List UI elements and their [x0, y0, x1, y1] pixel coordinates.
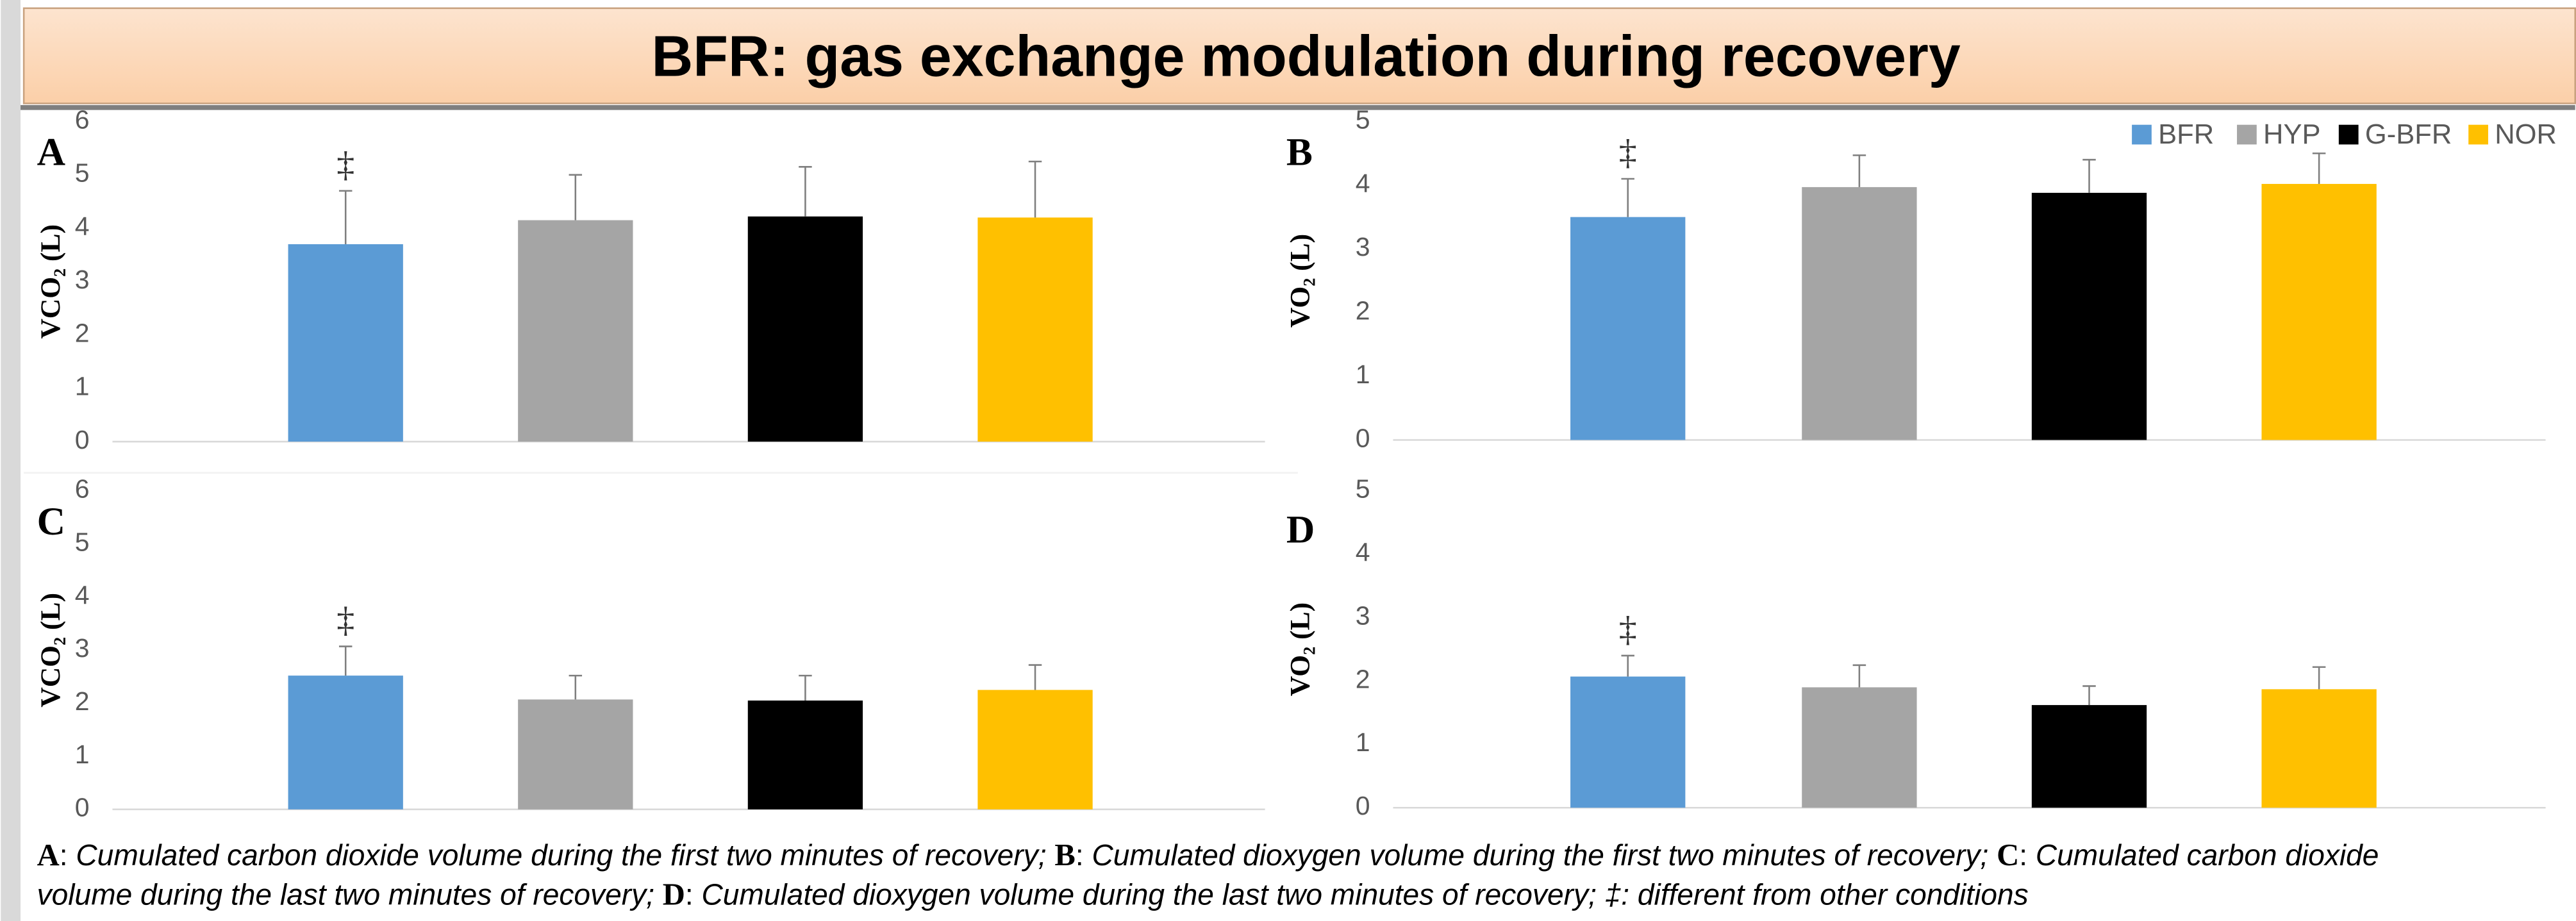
bar	[288, 676, 403, 809]
caption-segment: B	[1054, 838, 1075, 872]
y-tick-label: 0	[1356, 423, 1370, 452]
y-tick-label: 4	[1356, 538, 1370, 567]
y-tick-label: 0	[1356, 791, 1370, 820]
caption-segment: Cumulated carbon dioxide volume during t…	[76, 838, 1054, 872]
caption-segment: Cumulated dioxygen volume during the fir…	[1092, 838, 1997, 872]
y-tick-label: 1	[75, 740, 90, 769]
caption-segment: :	[2019, 838, 2036, 872]
y-axis-label: VO₂ (L)	[1285, 602, 1316, 696]
bar	[518, 220, 633, 442]
bar	[2261, 183, 2377, 440]
bar	[1802, 187, 1917, 440]
y-tick-label: 2	[1356, 296, 1370, 326]
legend-swatch	[2338, 124, 2359, 145]
caption-segment: volume during the last two minutes of re…	[37, 877, 663, 911]
legend-swatch	[2468, 124, 2488, 145]
y-tick-label: 3	[1356, 232, 1370, 261]
panel-letter: A	[37, 130, 65, 174]
y-axis-label: VO₂ (L)	[1285, 234, 1316, 328]
y-tick-label: 5	[1356, 104, 1370, 134]
significance-mark: ‡	[337, 145, 354, 185]
bar	[1802, 687, 1917, 808]
legend: BFR HYP G-BFR NOR	[2132, 119, 2557, 150]
legend-label: G-BFR	[2365, 119, 2452, 150]
legend-label: HYP	[2263, 119, 2321, 150]
panel-letter: C	[37, 500, 65, 543]
bar	[747, 216, 863, 442]
y-tick-label: 3	[75, 633, 90, 663]
y-tick-label: 2	[75, 318, 90, 347]
title-bar	[22, 7, 2576, 104]
y-tick-label: 2	[1356, 664, 1370, 693]
chart: B VO₂ (L) 0 1 2 3 4 5 ‡	[1285, 104, 2546, 452]
bar	[2031, 192, 2147, 440]
y-tick-label: 2	[75, 686, 90, 716]
y-tick-label: 3	[75, 265, 90, 294]
bar	[2031, 705, 2147, 808]
legend-swatch	[2237, 124, 2257, 145]
caption: A: Cumulated carbon dioxide volume durin…	[37, 838, 2379, 911]
y-tick-label: 6	[75, 104, 90, 134]
title-shadow	[21, 104, 2575, 110]
bar	[1570, 676, 1686, 808]
bar	[977, 217, 1093, 442]
y-tick-label: 0	[75, 793, 90, 822]
chart: D VO₂ (L) 0 1 2 3 4 5 ‡	[1285, 474, 2546, 820]
bar	[747, 701, 863, 809]
bar	[288, 244, 403, 442]
chart: A VCO₂ (L) 0 1 2 3 4 5 6 ‡	[35, 104, 1265, 454]
caption-segment: C	[1997, 838, 2019, 872]
significance-mark: ‡	[1619, 133, 1637, 172]
caption-segment: A	[37, 838, 60, 872]
y-tick-label: 5	[1356, 474, 1370, 504]
panel-letter: B	[1286, 130, 1313, 174]
y-tick-label: 6	[75, 474, 90, 504]
caption-segment: :	[685, 877, 702, 911]
y-axis-label: VCO₂ (L)	[35, 593, 66, 708]
y-tick-label: 1	[1356, 360, 1370, 389]
bar	[977, 690, 1093, 809]
legend-swatch	[2132, 124, 2152, 145]
y-axis-label: VCO₂ (L)	[35, 224, 66, 339]
bar	[518, 699, 633, 809]
y-tick-label: 4	[75, 212, 90, 241]
significance-mark: ‡	[1619, 610, 1637, 649]
legend-label: NOR	[2495, 119, 2557, 150]
y-tick-label: 3	[1356, 601, 1370, 630]
y-tick-label: 4	[75, 580, 90, 610]
title: BFR: gas exchange modulation during reco…	[652, 24, 1961, 88]
y-tick-label: 4	[1356, 169, 1370, 198]
y-tick-label: 0	[75, 425, 90, 454]
caption-segment: Cumulated carbon dioxide	[2036, 838, 2379, 872]
significance-mark: ‡	[337, 601, 354, 640]
caption-segment: Cumulated dioxygen volume during the las…	[701, 877, 2028, 911]
y-tick-label: 1	[75, 372, 90, 401]
caption-segment: D	[663, 877, 685, 911]
y-tick-label: 5	[75, 158, 90, 188]
y-tick-label: 5	[75, 527, 90, 557]
y-tick-label: 1	[1356, 727, 1370, 757]
legend-label: BFR	[2158, 119, 2214, 150]
caption-segment: :	[60, 838, 76, 872]
caption-segment: :	[1076, 838, 1092, 872]
left-strip	[1, 0, 21, 921]
bar	[1570, 217, 1686, 440]
charts: A VCO₂ (L) 0 1 2 3 4 5 6 ‡ B VO₂ (L) 0 1 2 3 4 5 ‡ C VCO₂ (L…	[35, 104, 2546, 822]
chart: C VCO₂ (L) 0 1 2 3 4 5 6 ‡	[35, 474, 1265, 822]
panel-letter: D	[1286, 508, 1315, 552]
bar	[2261, 689, 2377, 808]
